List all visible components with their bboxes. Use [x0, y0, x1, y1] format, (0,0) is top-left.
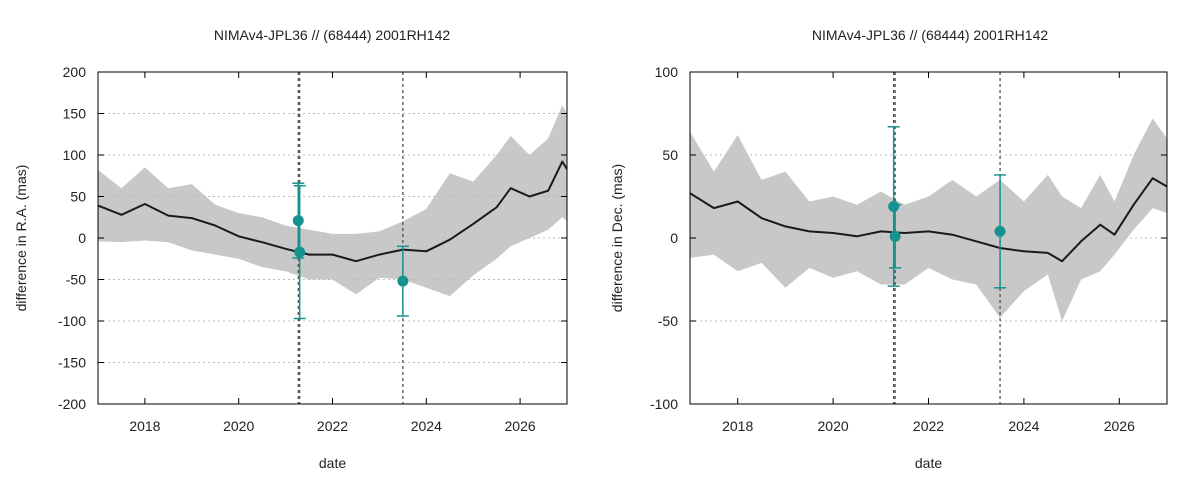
- x-tick-label: 2020: [223, 418, 254, 434]
- x-axis-label: date: [319, 455, 346, 471]
- y-axis-label: difference in Dec. (mas): [609, 164, 625, 312]
- data-point-3: [994, 225, 1006, 237]
- x-tick-label: 2022: [317, 418, 348, 434]
- x-tick-label: 2018: [129, 418, 160, 434]
- y-tick-label: -100: [650, 396, 678, 412]
- y-tick-label: 150: [63, 106, 87, 122]
- y-tick-label: 100: [63, 147, 87, 163]
- chart-title: NIMAv4-JPL36 // (68444) 2001RH142: [812, 27, 1049, 43]
- difference-line-series-1: [98, 160, 567, 263]
- y-tick-label: 100: [655, 64, 679, 80]
- chart-panel-2: -100 -50 0 50 100 2018 2020 2022 2024 2026 NIMAv4-…: [609, 27, 1168, 471]
- data-point-1: [292, 215, 304, 227]
- y-tick-label: -100: [58, 313, 86, 329]
- x-tick-label: 2026: [505, 418, 536, 434]
- uncertainty-band: [690, 118, 1167, 321]
- x-tick-label: 2020: [818, 418, 849, 434]
- x-tick-label: 2022: [913, 418, 944, 434]
- x-tick-label: 2018: [722, 418, 753, 434]
- x-axis-label: date: [915, 455, 942, 471]
- data-point-3: [397, 275, 409, 287]
- uncertainty-band: [98, 105, 567, 297]
- y-tick-label: 200: [63, 64, 87, 80]
- data-point-2: [294, 246, 306, 258]
- y-tick-label: 50: [662, 147, 678, 163]
- data-point-2: [889, 230, 901, 242]
- y-axis-label: difference in R.A. (mas): [13, 165, 29, 312]
- data-point-1: [888, 200, 900, 212]
- x-tick-label: 2024: [411, 418, 442, 434]
- x-tick-label: 2026: [1104, 418, 1135, 434]
- difference-line-series-1: [690, 177, 1167, 263]
- chart-panel-1: -200 -150 -100 -50 0 50 100 150 200 2018 2020 2022 2…: [13, 27, 568, 471]
- y-tick-label: -50: [66, 272, 86, 288]
- y-tick-label: -200: [58, 396, 86, 412]
- y-tick-label: -50: [658, 313, 678, 329]
- y-tick-label: -150: [58, 355, 86, 371]
- y-tick-label: 0: [78, 230, 86, 246]
- chart-title: NIMAv4-JPL36 // (68444) 2001RH142: [214, 27, 451, 43]
- x-tick-label: 2024: [1008, 418, 1039, 434]
- y-tick-label: 0: [670, 230, 678, 246]
- y-tick-label: 50: [70, 189, 86, 205]
